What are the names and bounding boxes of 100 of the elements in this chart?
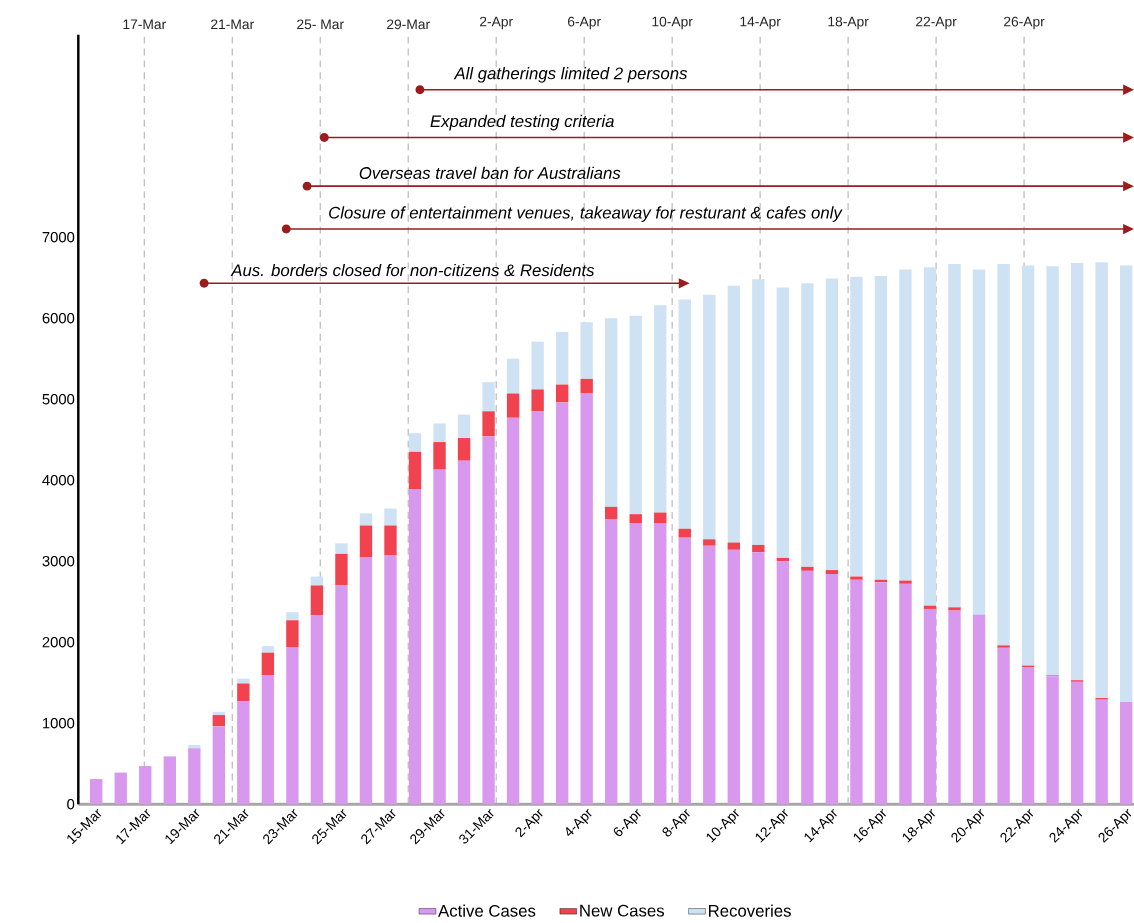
- x2-tick-label: 6-Apr: [567, 16, 601, 30]
- bar: [801, 570, 814, 805]
- bar: [923, 608, 937, 805]
- bar: [1046, 676, 1059, 805]
- bar: [384, 525, 397, 556]
- bar: [1119, 702, 1133, 805]
- bar: [482, 382, 495, 412]
- bar: [286, 647, 299, 805]
- bar: [359, 557, 373, 805]
- bar: [114, 772, 127, 805]
- bar: [408, 489, 422, 805]
- bar: [997, 263, 1010, 646]
- bar: [899, 583, 912, 805]
- bar: [948, 607, 961, 611]
- bar: [237, 683, 250, 702]
- bar: [923, 267, 937, 606]
- bar: [1119, 265, 1133, 703]
- bar: [457, 414, 471, 439]
- bar: [923, 605, 937, 609]
- bar: [335, 553, 348, 586]
- bar: [188, 748, 201, 805]
- bar: [384, 555, 397, 805]
- y-tick-label: 4000: [42, 474, 75, 486]
- bar: [948, 610, 961, 805]
- bar: [874, 582, 888, 805]
- bar: [261, 652, 275, 676]
- x2-tick-label: 25- Mar: [297, 19, 344, 30]
- bar: [776, 287, 790, 558]
- bar: [654, 512, 667, 524]
- legend-label: New Cases: [580, 904, 665, 917]
- x2-tick-label: 26-Apr: [1004, 16, 1045, 30]
- bar: [457, 438, 471, 461]
- bar: [506, 358, 520, 394]
- y-tick-label: 2000: [42, 636, 75, 648]
- bar: [531, 389, 544, 412]
- bar: [310, 615, 324, 805]
- bar: [1021, 265, 1035, 666]
- x2-tick-label: 29-Mar: [387, 19, 430, 30]
- bar: [752, 544, 765, 553]
- bar: [703, 545, 716, 805]
- bar: [90, 779, 103, 805]
- bar: [1095, 262, 1108, 699]
- bar: [727, 549, 740, 805]
- bar: [899, 580, 912, 584]
- bar: [825, 278, 839, 571]
- bar: [433, 469, 446, 805]
- bar: [825, 574, 839, 805]
- bar: [408, 433, 422, 452]
- bar: [261, 646, 275, 653]
- bar: [654, 523, 667, 805]
- legend-label: Active Cases: [438, 904, 536, 917]
- y-tick-label: 5000: [42, 393, 75, 405]
- bar: [482, 436, 495, 805]
- bar: [580, 393, 593, 805]
- y-tick-label: 0: [67, 798, 75, 810]
- bar: [163, 756, 176, 805]
- annotation: Aus. borders closed for non-citizens & Residents: [230, 263, 595, 277]
- bar: [776, 561, 790, 805]
- bar: [580, 322, 593, 379]
- x2-tick-label: 21-Mar: [211, 19, 254, 30]
- x2-tick-label: 18-Apr: [828, 16, 869, 30]
- bar: [1070, 681, 1084, 805]
- bar: [752, 279, 765, 545]
- bar: [433, 423, 446, 443]
- bar: [212, 711, 226, 716]
- bar: [850, 576, 863, 580]
- bar: [825, 570, 839, 575]
- bar: [703, 539, 716, 546]
- bar: [580, 378, 593, 394]
- bar: [531, 411, 544, 805]
- bar: [408, 451, 422, 490]
- bar: [629, 315, 642, 515]
- bar: [261, 675, 275, 805]
- bar: [531, 341, 544, 390]
- bar: [727, 542, 740, 550]
- bar: [555, 384, 569, 403]
- bar: [384, 508, 397, 526]
- bar: [359, 513, 373, 526]
- bar: [359, 525, 373, 558]
- bar: [286, 612, 299, 621]
- bar: [997, 645, 1010, 648]
- bar: [654, 305, 667, 513]
- annotation: All gatherings limited 2 persons: [453, 66, 688, 83]
- annotation: Closure of entertainment venues, takeaway for resturant & cafes only: [329, 206, 843, 222]
- bar: [482, 411, 495, 437]
- bar: [555, 402, 569, 805]
- bar: [850, 579, 863, 805]
- bar: [678, 528, 691, 538]
- bar: [997, 647, 1010, 805]
- bar: [629, 514, 642, 524]
- bar: [801, 283, 814, 567]
- x2-tick-label: 22-Apr: [916, 16, 957, 30]
- bar: [605, 506, 618, 520]
- bar: [1046, 266, 1059, 676]
- bar: [335, 585, 348, 805]
- x2-tick-label: 2-Apr: [480, 16, 513, 30]
- bar: [212, 726, 226, 805]
- bar: [457, 460, 471, 805]
- x2-tick-label: 10-Apr: [652, 16, 693, 30]
- bar: [605, 318, 618, 507]
